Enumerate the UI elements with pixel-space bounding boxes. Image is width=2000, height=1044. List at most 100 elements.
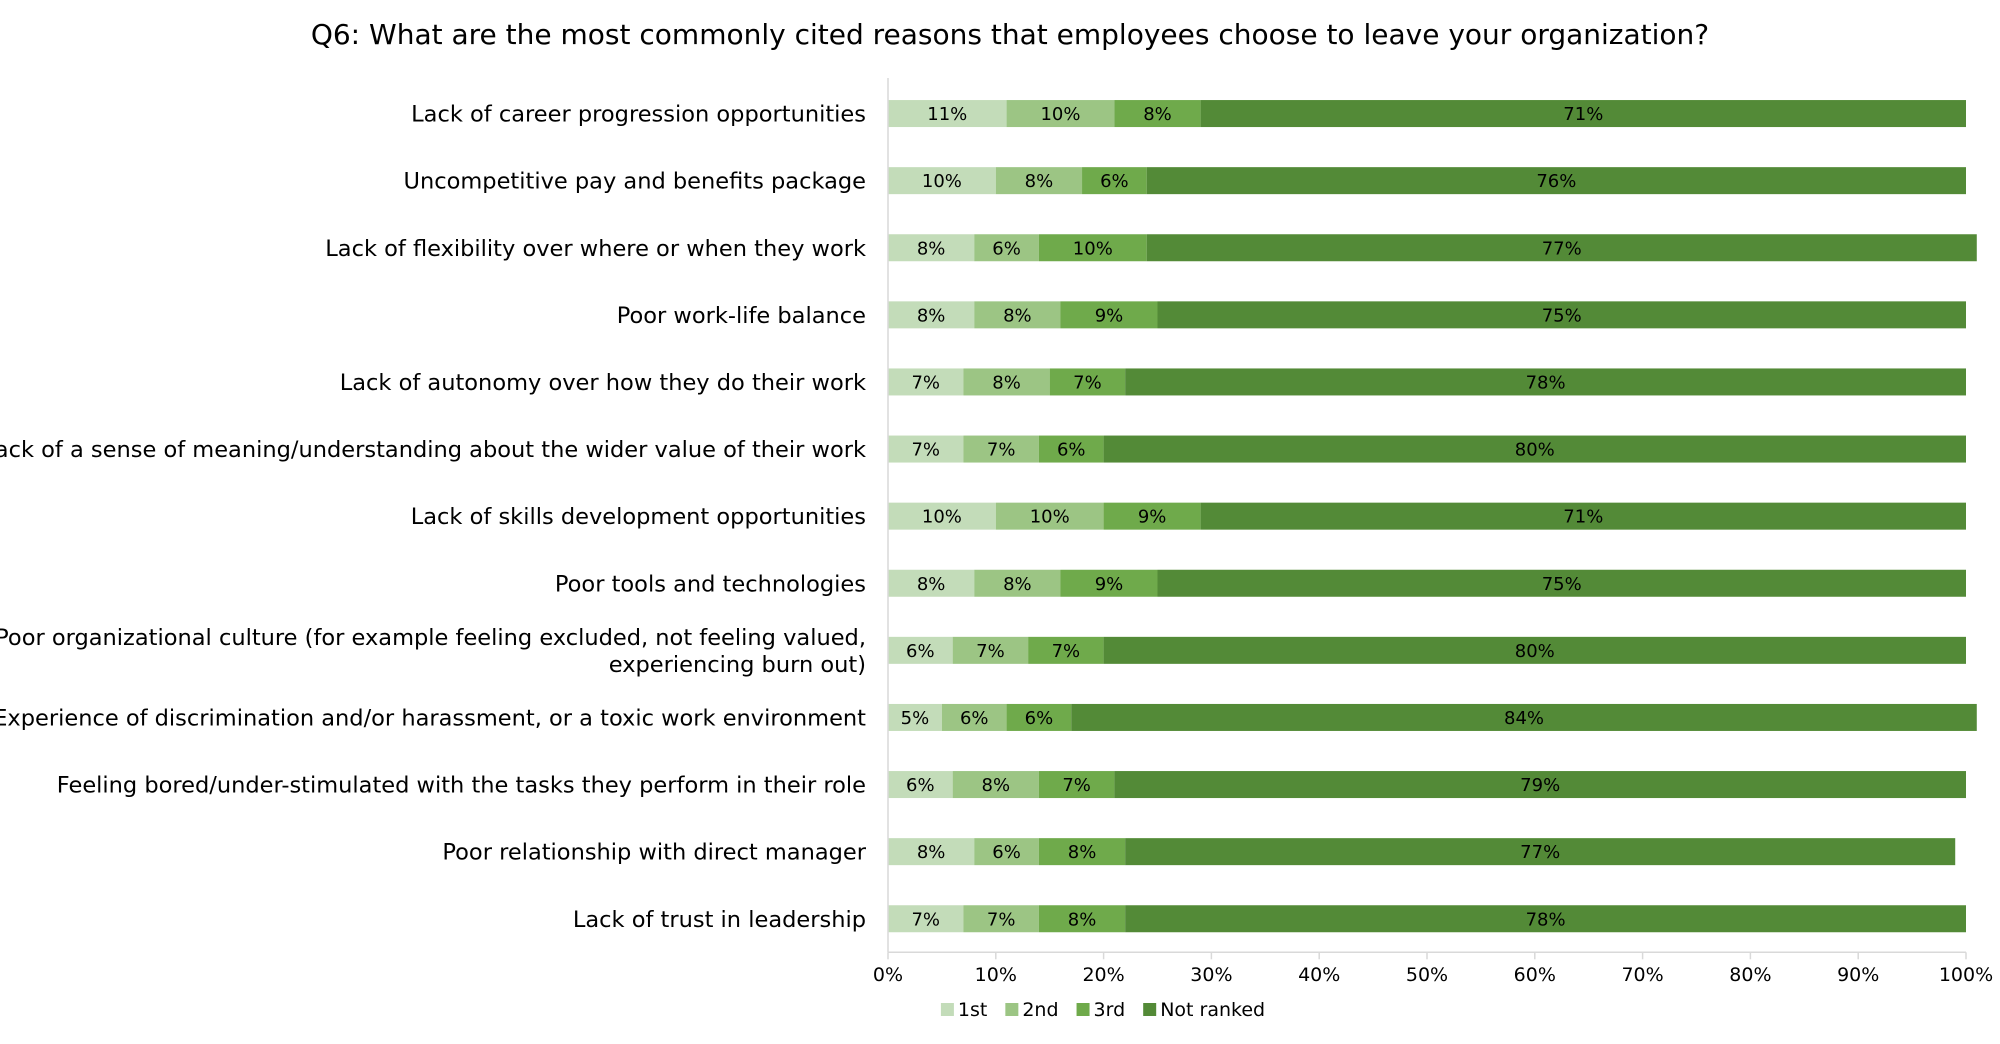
legend-swatch [1143,1003,1157,1016]
legend-swatch [1076,1003,1090,1016]
data-label: 7% [987,440,1016,461]
x-tick-label: 70% [1621,964,1663,986]
category-label: Lack of trust in leadership [573,907,866,933]
bar-segment-1st [888,502,996,530]
category-label: Poor work-life balance [617,303,866,329]
category-label: Poor tools and technologies [555,571,866,597]
bar-segment-not-ranked [1125,368,1966,396]
bar-segment-not-ranked [1103,435,1966,463]
bar-segment-2nd [963,905,1039,933]
legend-item: 3rd [1076,999,1126,1021]
data-label: 6% [992,842,1021,863]
x-tick-label: 50% [1406,964,1448,986]
bar-segment-2nd [974,301,1061,329]
bar-segment-not-ranked [1157,301,1966,329]
data-label: 8% [1068,909,1097,930]
category-label: Poor relationship with direct manager [442,840,866,866]
data-label: 10% [922,507,962,528]
data-label: 7% [911,440,940,461]
category-label: experiencing burn out) [609,652,866,678]
bar-segment-not-ranked [1200,100,1966,128]
data-label: 6% [1100,171,1129,192]
data-label: 8% [1025,171,1054,192]
legend-label: 2nd [1022,999,1058,1021]
data-label: 8% [917,305,946,326]
legend-item: Not ranked [1143,999,1265,1021]
category-label: Poor organizational culture (for example… [0,625,866,651]
legend-label: 3rd [1094,999,1126,1021]
legend-item: 1st [940,999,987,1021]
bar-segment-2nd [952,771,1039,799]
x-tick-label: 30% [1190,964,1232,986]
chart-title: Q6: What are the most commonly cited rea… [311,18,1709,51]
bar-segment-not-ranked [1125,838,1956,866]
bar-segment-1st [888,636,953,664]
bar-segment-not-ranked [1071,703,1977,731]
x-tick-label: 60% [1514,964,1556,986]
bar-segment-2nd [1006,100,1115,128]
legend: 1st 2nd 3rd Not ranked [940,999,1265,1021]
data-label: 10% [922,171,962,192]
bar-segment-3rd [1038,905,1126,933]
bar-segment-1st [888,771,953,799]
data-label: 5% [901,708,930,729]
data-label: 7% [987,909,1016,930]
bar-segment-2nd [952,636,1029,664]
legend-label: 1st [958,999,987,1021]
data-label: 78% [1526,909,1566,930]
bar-segment-3rd [1028,636,1104,664]
bar-segment-3rd [1038,838,1126,866]
bar-segment-1st [888,435,964,463]
category-label: Experience of discrimination and/or hara… [0,705,866,731]
data-label: 9% [1095,574,1124,595]
data-label: 8% [992,372,1021,393]
data-label: 9% [1138,507,1167,528]
data-label: 10% [1030,507,1070,528]
data-label: 9% [1095,305,1124,326]
data-label: 6% [1025,708,1054,729]
bar-segment-not-ranked [1200,502,1966,530]
legend-item: 2nd [1005,999,1059,1021]
bar-segment-3rd [1006,703,1072,731]
data-label: 79% [1520,775,1560,796]
bar-segment-2nd [974,569,1061,597]
bar-segment-not-ranked [1146,234,1977,262]
data-label: 8% [917,574,946,595]
bar-segment-3rd [1103,502,1201,530]
bar-segment-3rd [1038,771,1115,799]
data-label: 6% [906,775,935,796]
bar-segment-2nd [963,435,1039,463]
bar-segment-not-ranked [1146,167,1966,195]
bar-segment-1st [888,905,964,933]
bar-segment-not-ranked [1103,636,1966,664]
bar-segment-2nd [995,502,1104,530]
bar-segment-3rd [1038,435,1104,463]
data-label: 77% [1542,238,1582,259]
data-label: 78% [1526,372,1566,393]
category-label: Lack of career progression opportunities [411,102,866,128]
data-label: 7% [1062,775,1091,796]
bar-segment-1st [888,368,964,396]
category-label: Lack of skills development opportunities [411,504,866,530]
bar-segment-2nd [974,234,1039,262]
category-label: Uncompetitive pay and benefits package [404,169,866,195]
data-label: 71% [1563,104,1603,125]
data-label: 7% [911,372,940,393]
bar-segment-1st [888,838,975,866]
bar-segment-1st [888,100,1007,128]
bar-segment-2nd [995,167,1083,195]
bar-segment-3rd [1049,368,1126,396]
data-label: 80% [1515,440,1555,461]
data-label: 76% [1536,171,1576,192]
x-tick-label: 100% [1939,964,1993,986]
data-label: 7% [1073,372,1102,393]
legend-swatch [1005,1003,1019,1016]
data-label: 6% [1057,440,1086,461]
bar-segment-3rd [1060,301,1158,329]
bar-segment-1st [888,703,942,731]
bars-layer: 11% 10% 8% 71% 10% 8% 6% 76% 8% 6% 10% 77% 8% 8% 9% 75%… [888,100,1977,933]
data-label: 11% [927,104,967,125]
bar-segment-not-ranked [1125,905,1966,933]
